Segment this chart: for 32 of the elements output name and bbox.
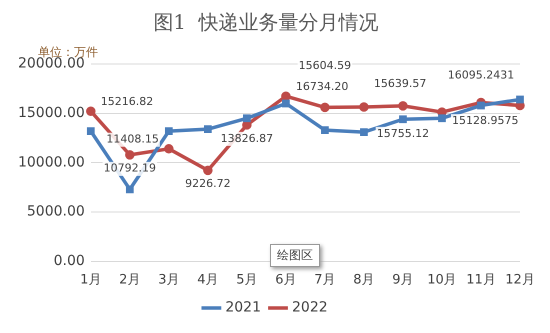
- y-tick-label: 5000.00: [26, 204, 85, 220]
- data-label: 15604.59: [298, 59, 352, 72]
- y-tick-label: 0.00: [54, 253, 85, 270]
- data-label: 15128.9575: [452, 114, 518, 127]
- x-tick-label: 9月: [392, 272, 414, 288]
- x-tick-label: 2月: [119, 272, 140, 288]
- data-label: 10792.19: [104, 162, 156, 175]
- data-label: 16095.2431: [448, 68, 514, 82]
- y-tick-label: 10000.00: [18, 154, 85, 170]
- data-label: 16734.20: [296, 80, 348, 94]
- x-tick-label: 1月: [80, 272, 102, 288]
- x-tick-label: 5月: [236, 272, 258, 288]
- x-tick-label: 10月: [427, 272, 457, 288]
- data-label: 11408.15: [106, 132, 159, 146]
- y-tick-label: 20000.00: [18, 56, 85, 72]
- x-tick-label: 4月: [197, 272, 218, 288]
- data-label: 9226.72: [185, 177, 231, 190]
- legend-label: 2021: [225, 300, 262, 316]
- x-tick-label: 11月: [466, 272, 496, 288]
- data-label: 15755.12: [376, 126, 430, 140]
- data-label: 13826.87: [220, 132, 274, 145]
- legend-label: 2022: [292, 300, 328, 316]
- data-label: 15216.82: [100, 95, 154, 108]
- x-tick-label: 6月: [275, 272, 297, 288]
- x-tick-label: 8月: [353, 272, 375, 288]
- chart-title: 图1 快递业务量分月情况: [153, 10, 379, 34]
- x-tick-label: 12月: [505, 272, 535, 288]
- y-tick-label: 15000.00: [18, 104, 85, 121]
- x-tick-label: 7月: [314, 272, 336, 288]
- x-tick-label: 3月: [158, 272, 180, 288]
- data-label: 15639.57: [374, 76, 426, 90]
- annotation: 绘图区: [270, 244, 320, 267]
